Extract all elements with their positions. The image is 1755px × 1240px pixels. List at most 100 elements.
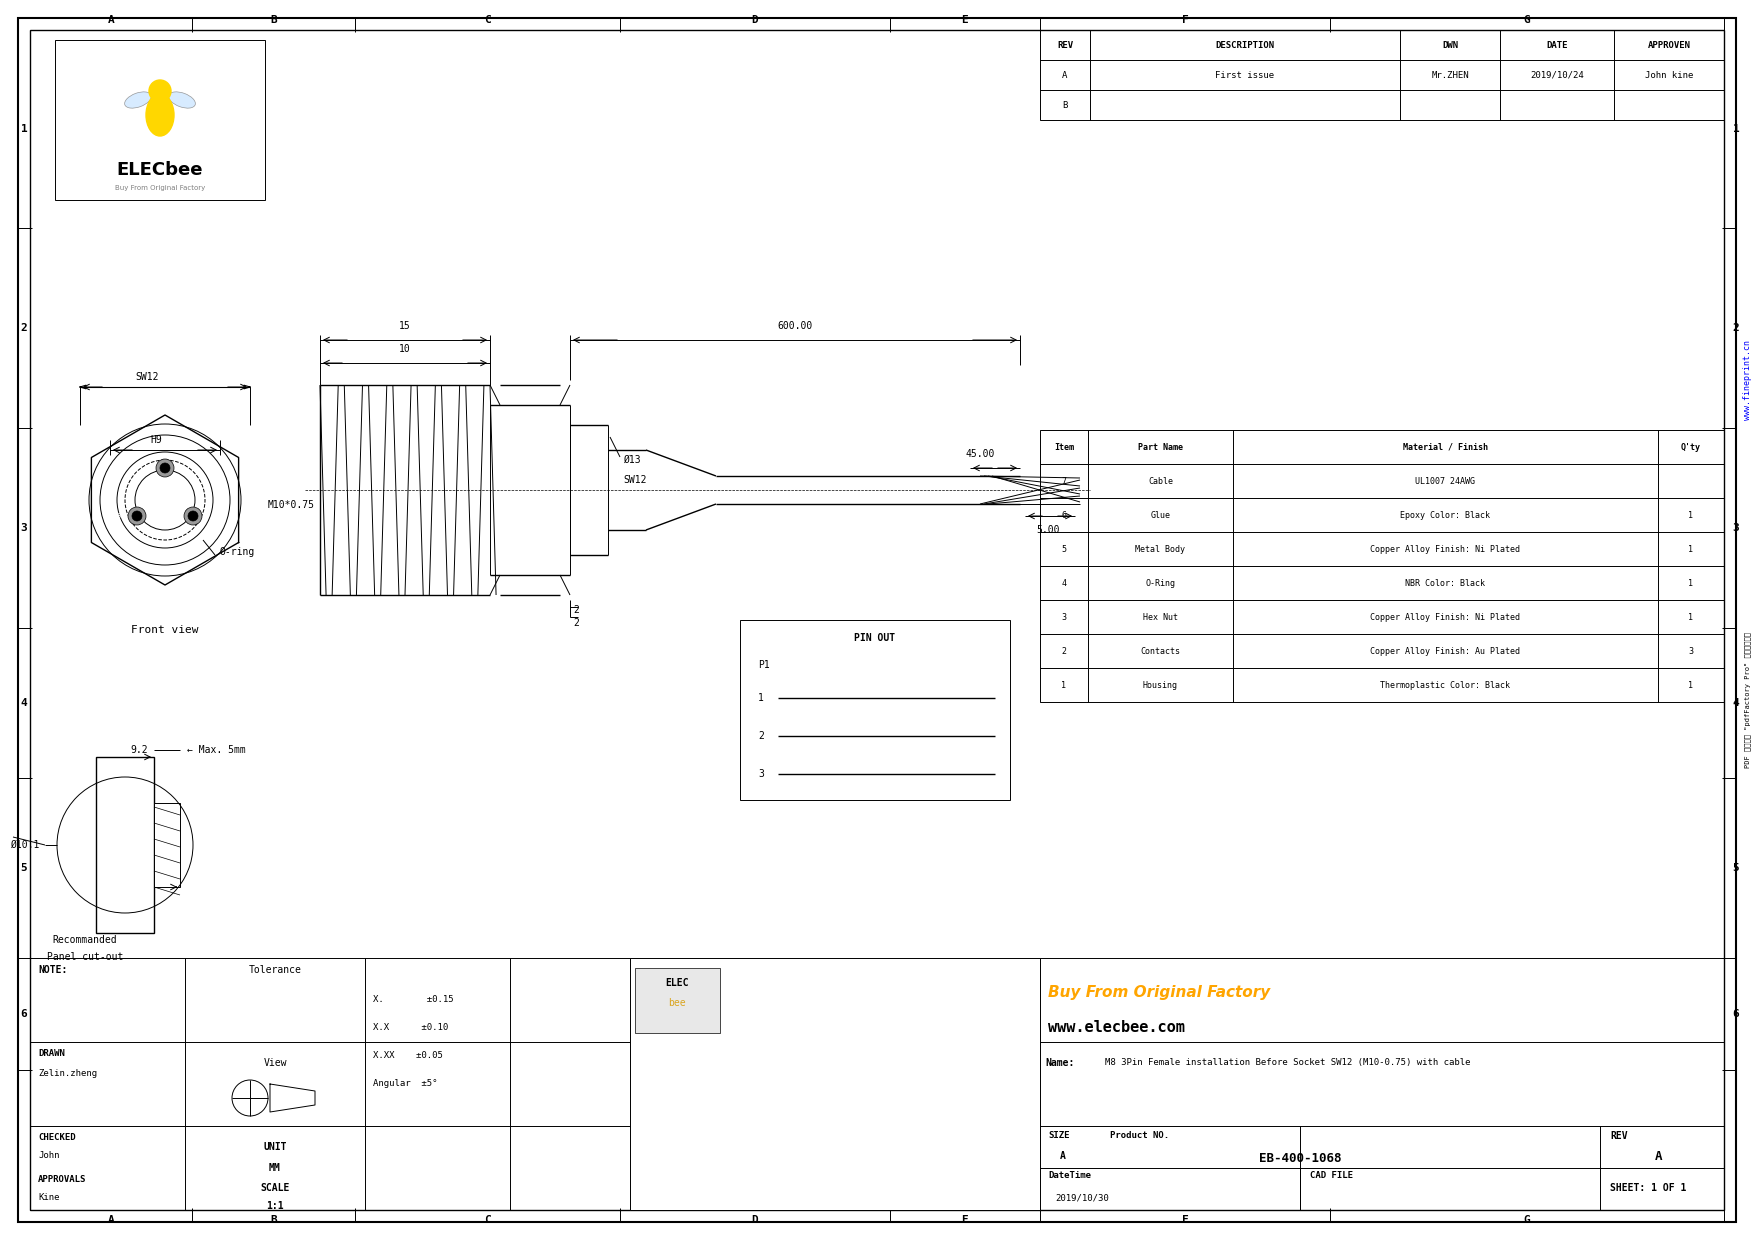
Bar (1041, 30, 1723, 120)
Text: P1: P1 (758, 660, 770, 670)
Text: D: D (751, 15, 758, 25)
Text: REV: REV (1609, 1131, 1627, 1141)
Text: bee: bee (669, 998, 686, 1008)
Text: DRAWN: DRAWN (39, 1049, 65, 1059)
Text: Copper Alloy Finish: Ni Plated: Copper Alloy Finish: Ni Plated (1371, 613, 1520, 621)
Text: 2: 2 (572, 618, 579, 627)
Text: 7: 7 (1062, 476, 1067, 486)
Text: 3: 3 (118, 513, 121, 520)
Text: Name:: Name: (1044, 1058, 1074, 1068)
Text: SW12: SW12 (135, 372, 158, 382)
Text: First issue: First issue (1216, 71, 1274, 79)
Text: EB-400-1068: EB-400-1068 (1258, 1152, 1341, 1164)
Text: UL1007 24AWG: UL1007 24AWG (1416, 476, 1476, 486)
Text: Product NO.: Product NO. (1109, 1131, 1169, 1141)
Bar (154, 804, 181, 887)
Text: CHECKED: CHECKED (39, 1133, 75, 1142)
Text: B: B (270, 1215, 277, 1225)
Text: APPROVEN: APPROVEN (1648, 41, 1690, 50)
Text: John kine: John kine (1644, 71, 1694, 79)
Text: E: E (962, 1215, 969, 1225)
Ellipse shape (168, 92, 195, 108)
Text: M8 3Pin Female installation Before Socket SW12 (M10-0.75) with cable: M8 3Pin Female installation Before Socke… (1106, 1059, 1471, 1068)
Text: X.        ±0.15: X. ±0.15 (374, 996, 453, 1004)
Text: M10*0.75: M10*0.75 (269, 500, 314, 510)
Text: A: A (107, 15, 114, 25)
Text: Buy From Original Factory: Buy From Original Factory (1048, 986, 1271, 1001)
Text: 5.00: 5.00 (1035, 525, 1060, 534)
Text: 5: 5 (1062, 544, 1067, 553)
Text: Thermoplastic Color: Black: Thermoplastic Color: Black (1381, 681, 1511, 689)
Text: Ø10.1: Ø10.1 (11, 839, 39, 849)
Text: 3: 3 (1062, 613, 1067, 621)
Text: 5: 5 (1732, 863, 1739, 873)
Text: 2: 2 (1062, 646, 1067, 656)
Text: 9.2: 9.2 (130, 745, 147, 755)
Text: MM: MM (269, 1163, 281, 1173)
Text: Panel cut-out: Panel cut-out (47, 952, 123, 962)
Ellipse shape (146, 94, 174, 136)
Text: SHEET: 1 OF 1: SHEET: 1 OF 1 (1609, 1183, 1687, 1193)
Circle shape (128, 507, 146, 525)
Text: 6: 6 (21, 1009, 28, 1019)
Text: Contacts: Contacts (1141, 646, 1181, 656)
Text: 10: 10 (398, 343, 411, 353)
Polygon shape (270, 1084, 314, 1112)
Text: Metal Body: Metal Body (1135, 544, 1185, 553)
Bar (630, 959, 1041, 1210)
Text: 1: 1 (1732, 124, 1739, 134)
Text: Tolerance: Tolerance (249, 965, 302, 975)
Text: UNIT: UNIT (263, 1142, 286, 1152)
Text: 1: 1 (1688, 681, 1694, 689)
Text: ELECbee: ELECbee (118, 161, 204, 179)
Text: 2019/10/24: 2019/10/24 (1530, 71, 1583, 79)
Text: 5: 5 (21, 863, 28, 873)
Text: SCALE: SCALE (260, 1183, 290, 1193)
Text: D: D (751, 1215, 758, 1225)
Text: Part Name: Part Name (1137, 443, 1183, 451)
Text: Item: Item (1055, 443, 1074, 451)
Text: DWN: DWN (1443, 41, 1458, 50)
Text: A: A (1062, 71, 1067, 79)
Text: F: F (1181, 1215, 1188, 1225)
Text: Front view: Front view (132, 625, 198, 635)
Text: 1: 1 (758, 693, 763, 703)
Text: PIN OUT: PIN OUT (855, 632, 895, 644)
Text: 4: 4 (1732, 698, 1739, 708)
Bar (741, 620, 1009, 800)
Text: Zelin.zheng: Zelin.zheng (39, 1069, 97, 1078)
Text: 2: 2 (758, 732, 763, 742)
Text: Glue: Glue (1151, 511, 1171, 520)
Text: DATE: DATE (1546, 41, 1567, 50)
Text: Copper Alloy Finish: Au Plated: Copper Alloy Finish: Au Plated (1371, 646, 1520, 656)
Text: 1: 1 (1688, 613, 1694, 621)
Circle shape (160, 463, 170, 472)
Bar (30, 959, 1723, 1210)
Bar (635, 968, 720, 1033)
Text: A: A (1060, 1151, 1065, 1161)
Text: 3: 3 (21, 523, 28, 533)
Text: G: G (1523, 1215, 1530, 1225)
Text: John: John (39, 1152, 60, 1161)
Text: SW12: SW12 (623, 475, 646, 485)
Text: View: View (263, 1058, 286, 1068)
Text: Angular  ±5°: Angular ±5° (374, 1080, 437, 1089)
Text: 2019/10/30: 2019/10/30 (1055, 1193, 1109, 1203)
Text: NOTE:: NOTE: (39, 965, 67, 975)
Text: 600.00: 600.00 (777, 321, 813, 331)
Text: 4: 4 (1062, 579, 1067, 588)
Text: 1:1: 1:1 (267, 1202, 284, 1211)
Text: www.elecbee.com: www.elecbee.com (1048, 1021, 1185, 1035)
Text: H9: H9 (149, 435, 161, 445)
Text: Material / Finish: Material / Finish (1402, 443, 1488, 451)
Text: 6: 6 (1732, 1009, 1739, 1019)
Text: 3: 3 (1732, 523, 1739, 533)
Circle shape (149, 81, 170, 102)
Text: G: G (1523, 15, 1530, 25)
Text: 6: 6 (1062, 511, 1067, 520)
Text: Kine: Kine (39, 1193, 60, 1203)
Text: 4: 4 (21, 698, 28, 708)
Text: C: C (484, 15, 491, 25)
Text: X.XX    ±0.05: X.XX ±0.05 (374, 1052, 442, 1060)
Text: C: C (484, 1215, 491, 1225)
